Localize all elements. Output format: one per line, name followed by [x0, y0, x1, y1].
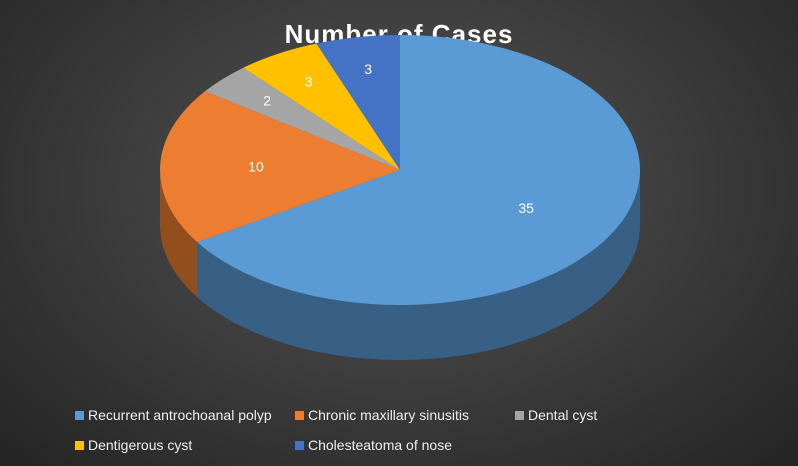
- data-label: 10: [248, 158, 264, 174]
- slice: [316, 35, 400, 170]
- legend-label: Dental cyst: [528, 407, 598, 423]
- legend-label: Cholesteatoma of nose: [308, 437, 452, 453]
- data-label: 3: [364, 61, 372, 77]
- legend: Recurrent antrochoanal polyp Chronic maxi…: [75, 400, 755, 460]
- data-label: 35: [518, 200, 534, 216]
- slice: [243, 43, 400, 170]
- legend-swatch: [295, 410, 304, 420]
- slice-side: [197, 170, 641, 360]
- legend-label: Dentigerous cyst: [88, 437, 193, 453]
- legend-label: Chronic maxillary sinusitis: [308, 407, 470, 423]
- legend-swatch: [75, 440, 84, 450]
- legend-swatch: [295, 440, 304, 450]
- legend-item: Chronic maxillary sinusitis: [295, 400, 515, 430]
- legend-label: Recurrent antrochoanal polyp: [88, 407, 272, 423]
- slice-side: [160, 170, 198, 298]
- legend-item: Dental cyst: [515, 400, 735, 430]
- slice: [197, 35, 641, 305]
- data-label: 2: [263, 92, 271, 108]
- legend-item: Dentigerous cyst: [75, 430, 295, 460]
- data-label: 3: [305, 74, 313, 90]
- slice: [160, 91, 400, 243]
- legend-swatch: [75, 410, 84, 420]
- legend-item: Cholesteatoma of nose: [295, 430, 515, 460]
- legend-swatch: [515, 410, 524, 420]
- legend-item: Recurrent antrochoanal polyp: [75, 400, 295, 430]
- slice: [205, 67, 400, 170]
